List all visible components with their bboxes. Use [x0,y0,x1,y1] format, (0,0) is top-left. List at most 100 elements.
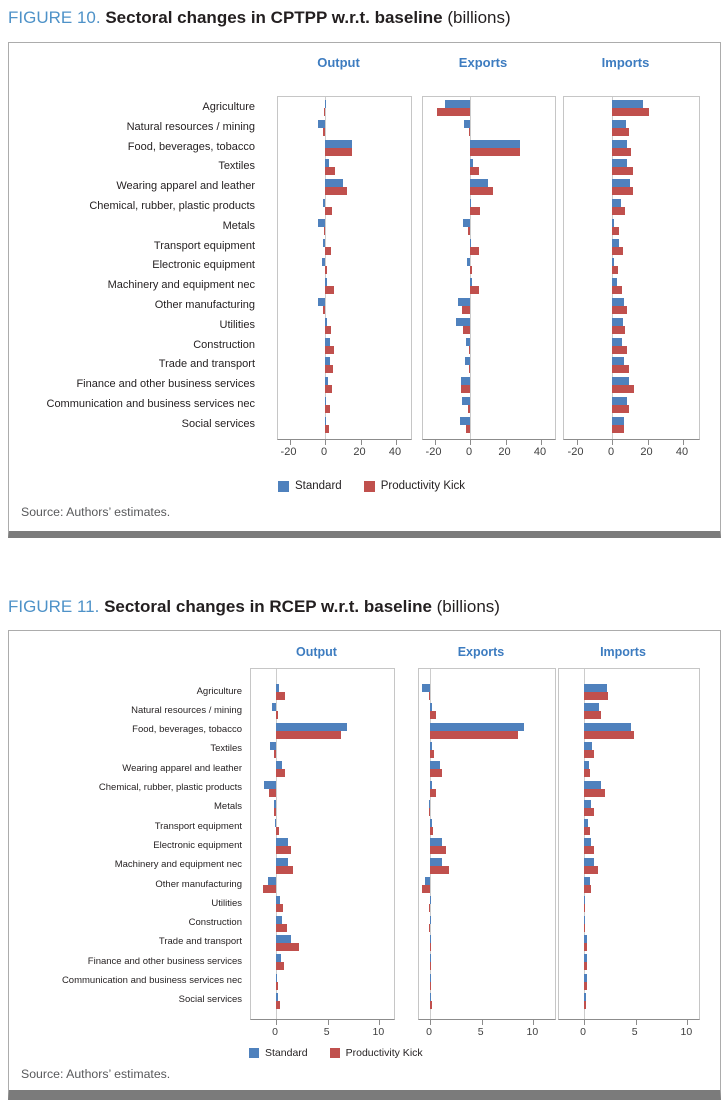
bar-productivity-kick [430,865,449,874]
x-tick-label: 40 [388,446,402,458]
bar-productivity-kick [584,749,594,758]
bar-productivity-kick [612,365,629,374]
category-label: Communication and business services nec [61,975,242,986]
bar-standard [612,238,619,247]
bar-standard [430,973,432,982]
bar-productivity-kick [430,711,436,720]
bar-productivity-kick [462,325,470,334]
x-tick-label: 0 [607,446,615,458]
x-tick-label: 20 [640,446,653,458]
category-label: Machinery and equipment nec [114,859,242,871]
bar-productivity-kick [430,981,432,990]
bar-standard [322,238,325,247]
bar-standard [325,100,327,108]
bar-standard [612,357,625,366]
legend-swatch-productivity-kick [363,480,375,492]
x-tick-mark [325,440,326,445]
bar-standard [325,377,328,386]
category-label: Textiles [210,743,242,755]
bar-standard [276,838,288,847]
category-label: Agriculture [196,685,242,697]
figure11-heading: Sectoral changes in RCEP w.r.t. baseline [104,597,432,616]
bar-standard [430,722,525,731]
bar-standard [445,100,470,108]
category-label: Finance and other business services [76,378,255,391]
legend-item-standard: Standard [249,1047,308,1059]
bar-standard [430,761,440,770]
bar-productivity-kick [584,865,599,874]
category-label: Social services [181,417,255,430]
x-tick-mark [612,440,613,445]
category-label: Natural resources / mining [126,120,255,133]
bar-productivity-kick [324,108,325,116]
panel-header-imports: Imports [600,645,646,659]
bar-productivity-kick [276,846,291,855]
bar-productivity-kick [612,325,625,334]
bar-standard [430,992,432,1001]
bar-productivity-kick [612,187,633,196]
figure11-title: FIGURE 11. Sectoral changes in RCEP w.r.… [8,597,500,617]
bar-productivity-kick [276,962,285,971]
bar-productivity-kick [430,942,431,951]
bar-standard [461,397,470,405]
bar-standard [584,799,591,808]
bar-productivity-kick [430,730,518,739]
x-tick-label: 0 [320,446,328,458]
bar-productivity-kick [584,769,591,778]
figure10-units: (billions) [447,8,511,27]
bar-standard [430,780,433,789]
x-tick-mark [505,440,507,445]
legend-swatch-standard [249,1048,259,1058]
category-label: Chemical, rubber, plastic products [89,200,255,212]
category-label: Construction [193,338,255,351]
bar-productivity-kick [470,147,521,156]
bar-standard [428,799,430,808]
bar-standard [276,915,283,924]
panel-header-output: Output [317,55,360,70]
bar-productivity-kick [461,385,470,394]
x-tick-label: 0 [272,1026,278,1038]
bar-standard [318,298,325,306]
x-tick-label: 5 [477,1026,484,1038]
bar-standard [612,377,629,386]
legend: Standard Productivity Kick [278,480,487,492]
bar-standard [430,934,432,943]
bar-productivity-kick [584,807,595,816]
bar-productivity-kick [273,749,276,758]
x-tick-mark [360,440,362,445]
bar-standard [612,119,626,128]
bar-productivity-kick [276,730,342,739]
bar-standard [430,703,432,712]
legend-label-productivity-kick: Productivity Kick [380,480,466,492]
category-label: Food, beverages, tobacco [127,140,255,153]
bar-productivity-kick [430,1000,432,1009]
figure10-heading: Sectoral changes in CPTPP w.r.t. baselin… [105,8,443,27]
bar-productivity-kick [584,846,594,855]
bar-standard [612,278,617,287]
bar-productivity-kick [325,266,327,275]
figure11-label: FIGURE 11. [8,597,100,616]
bar-productivity-kick [276,711,279,720]
figure11-chart-box: Output Exports Imports Standard Producti… [8,630,721,1100]
bar-standard [470,139,520,148]
bar-productivity-kick [468,345,470,354]
bar-standard [421,684,430,692]
bar-productivity-kick [429,807,430,816]
category-label: Food, beverages, tobacco [132,724,242,736]
bar-standard [430,741,433,750]
bar-productivity-kick [276,827,279,836]
x-tick-label: -20 [567,446,584,458]
bar-productivity-kick [325,365,333,374]
bar-productivity-kick [325,207,333,215]
bar-productivity-kick [470,167,479,176]
category-label: Wearing apparel and leather [116,180,255,193]
category-label: Utilities [219,318,255,331]
x-tick-mark [470,440,471,445]
bar-standard [465,337,470,346]
legend-item-productivity-kick: Productivity Kick [329,1047,423,1059]
bar-productivity-kick [584,942,588,951]
bar-standard [459,416,470,425]
bar-productivity-kick [584,692,609,700]
bar-standard [584,992,586,1001]
